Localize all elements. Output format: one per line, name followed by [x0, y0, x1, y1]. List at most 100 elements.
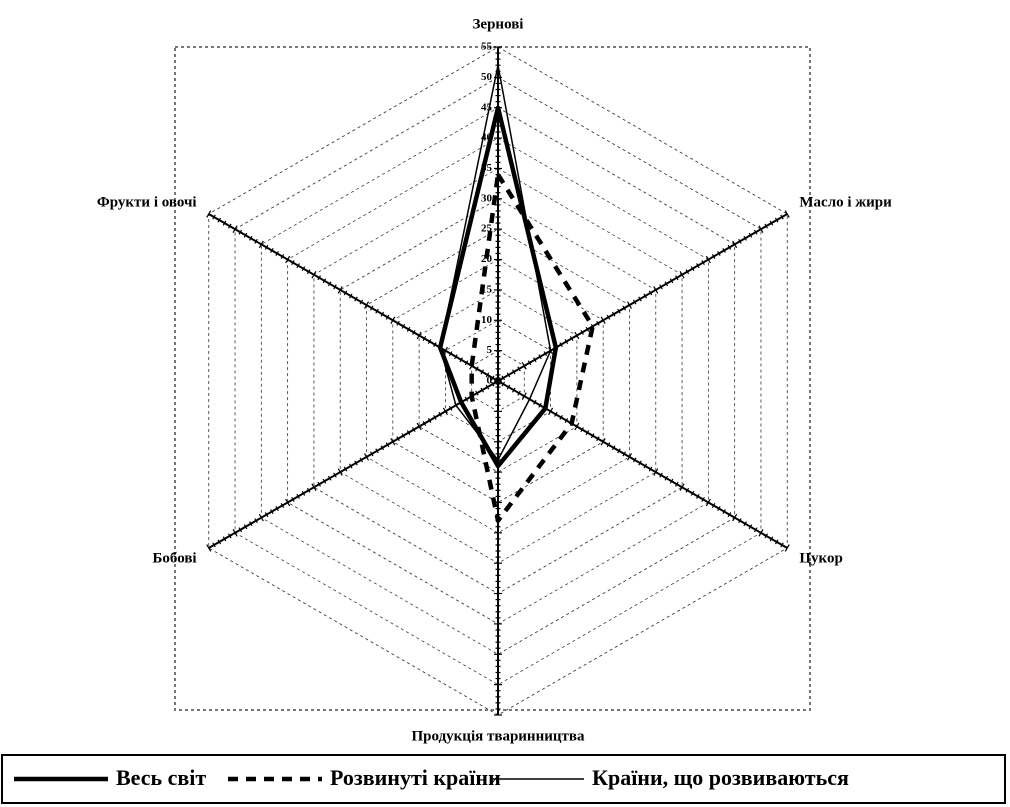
category-label: Цукор [799, 550, 842, 566]
tick-mark [475, 390, 479, 396]
legend-label: Розвинуті країни [330, 765, 501, 790]
tick-mark [427, 339, 432, 344]
tick-mark [212, 214, 216, 220]
y-tick-label: 20 [481, 253, 493, 265]
tick-mark [354, 460, 358, 466]
tick-mark [527, 360, 532, 366]
tick-mark [390, 316, 396, 325]
tick-mark [543, 351, 548, 357]
tick-mark [727, 244, 732, 250]
category-label: Масло і жири [799, 194, 892, 210]
tick-mark [490, 375, 495, 381]
tick-mark [675, 275, 679, 281]
tick-mark [717, 506, 721, 511]
tick-mark [611, 311, 616, 317]
tick-mark [380, 311, 385, 317]
tick-mark [580, 427, 584, 433]
tick-mark [337, 286, 343, 294]
tick-mark [512, 387, 516, 393]
tick-mark [359, 457, 364, 463]
tick-mark [701, 260, 705, 266]
tick-mark [675, 481, 679, 487]
tick-mark [622, 451, 626, 457]
tick-mark [600, 437, 606, 446]
tick-mark [343, 290, 348, 296]
tick-mark [611, 445, 616, 451]
tick-mark [412, 427, 416, 433]
tick-mark [348, 463, 353, 469]
tick-mark [217, 539, 222, 545]
tick-mark [685, 487, 690, 493]
tick-mark [464, 360, 469, 366]
tick-mark [301, 490, 306, 496]
tick-mark [270, 247, 274, 253]
tick-mark [521, 362, 527, 370]
tick-mark [643, 463, 648, 469]
tick-mark [780, 542, 784, 548]
tick-mark [533, 357, 537, 363]
tick-mark [206, 544, 212, 552]
tick-mark [784, 544, 790, 552]
tick-mark [249, 235, 253, 241]
tick-mark [222, 536, 227, 542]
tick-mark [585, 430, 590, 436]
tick-mark [354, 296, 358, 302]
tick-mark [212, 542, 216, 548]
tick-mark [480, 387, 484, 393]
tick-mark [564, 339, 569, 344]
tick-mark [648, 290, 653, 296]
tick-mark [264, 244, 269, 250]
tick-mark [743, 521, 747, 527]
tick-mark [448, 351, 453, 357]
tick-mark [517, 390, 521, 396]
y-tick-label: 40 [481, 132, 493, 144]
tick-mark [406, 430, 411, 436]
tick-mark [690, 490, 695, 496]
tick-mark [753, 527, 758, 533]
tick-mark [412, 329, 416, 335]
tick-mark [475, 366, 479, 372]
tick-mark [422, 421, 427, 426]
axis-line [208, 213, 499, 382]
tick-mark [337, 468, 343, 476]
tick-mark [564, 418, 569, 423]
tick-mark [705, 255, 711, 264]
tick-mark [333, 472, 337, 478]
tick-mark [206, 210, 212, 218]
y-tick-label: 5 [487, 344, 493, 356]
tick-mark [375, 448, 379, 454]
tick-mark [521, 392, 527, 400]
tick-mark [596, 320, 600, 326]
tick-mark [222, 220, 227, 226]
tick-mark [249, 521, 253, 527]
tick-mark [480, 369, 484, 375]
tick-mark [385, 314, 390, 320]
tick-mark [459, 357, 463, 363]
tick-mark [574, 422, 580, 431]
tick-mark [454, 354, 458, 360]
tick-mark [291, 260, 295, 266]
tick-mark [632, 457, 637, 463]
tick-mark [758, 225, 764, 233]
tick-mark [401, 433, 406, 439]
tick-mark [422, 336, 427, 341]
tick-mark [343, 466, 348, 472]
tick-mark [512, 369, 516, 375]
tick-mark [705, 498, 711, 507]
tick-mark [311, 270, 317, 279]
y-tick-label: 35 [481, 162, 493, 174]
tick-mark [626, 453, 632, 461]
tick-mark [554, 411, 558, 417]
tick-mark [364, 301, 370, 309]
tick-mark [774, 539, 779, 545]
tick-mark [769, 220, 774, 226]
tick-mark [679, 270, 685, 279]
tick-mark [727, 512, 732, 518]
y-tick-label: 10 [481, 314, 493, 326]
tick-mark [228, 223, 232, 229]
tick-mark [301, 266, 306, 272]
tick-mark [617, 308, 621, 314]
tick-mark [753, 229, 758, 235]
tick-mark [258, 240, 264, 249]
